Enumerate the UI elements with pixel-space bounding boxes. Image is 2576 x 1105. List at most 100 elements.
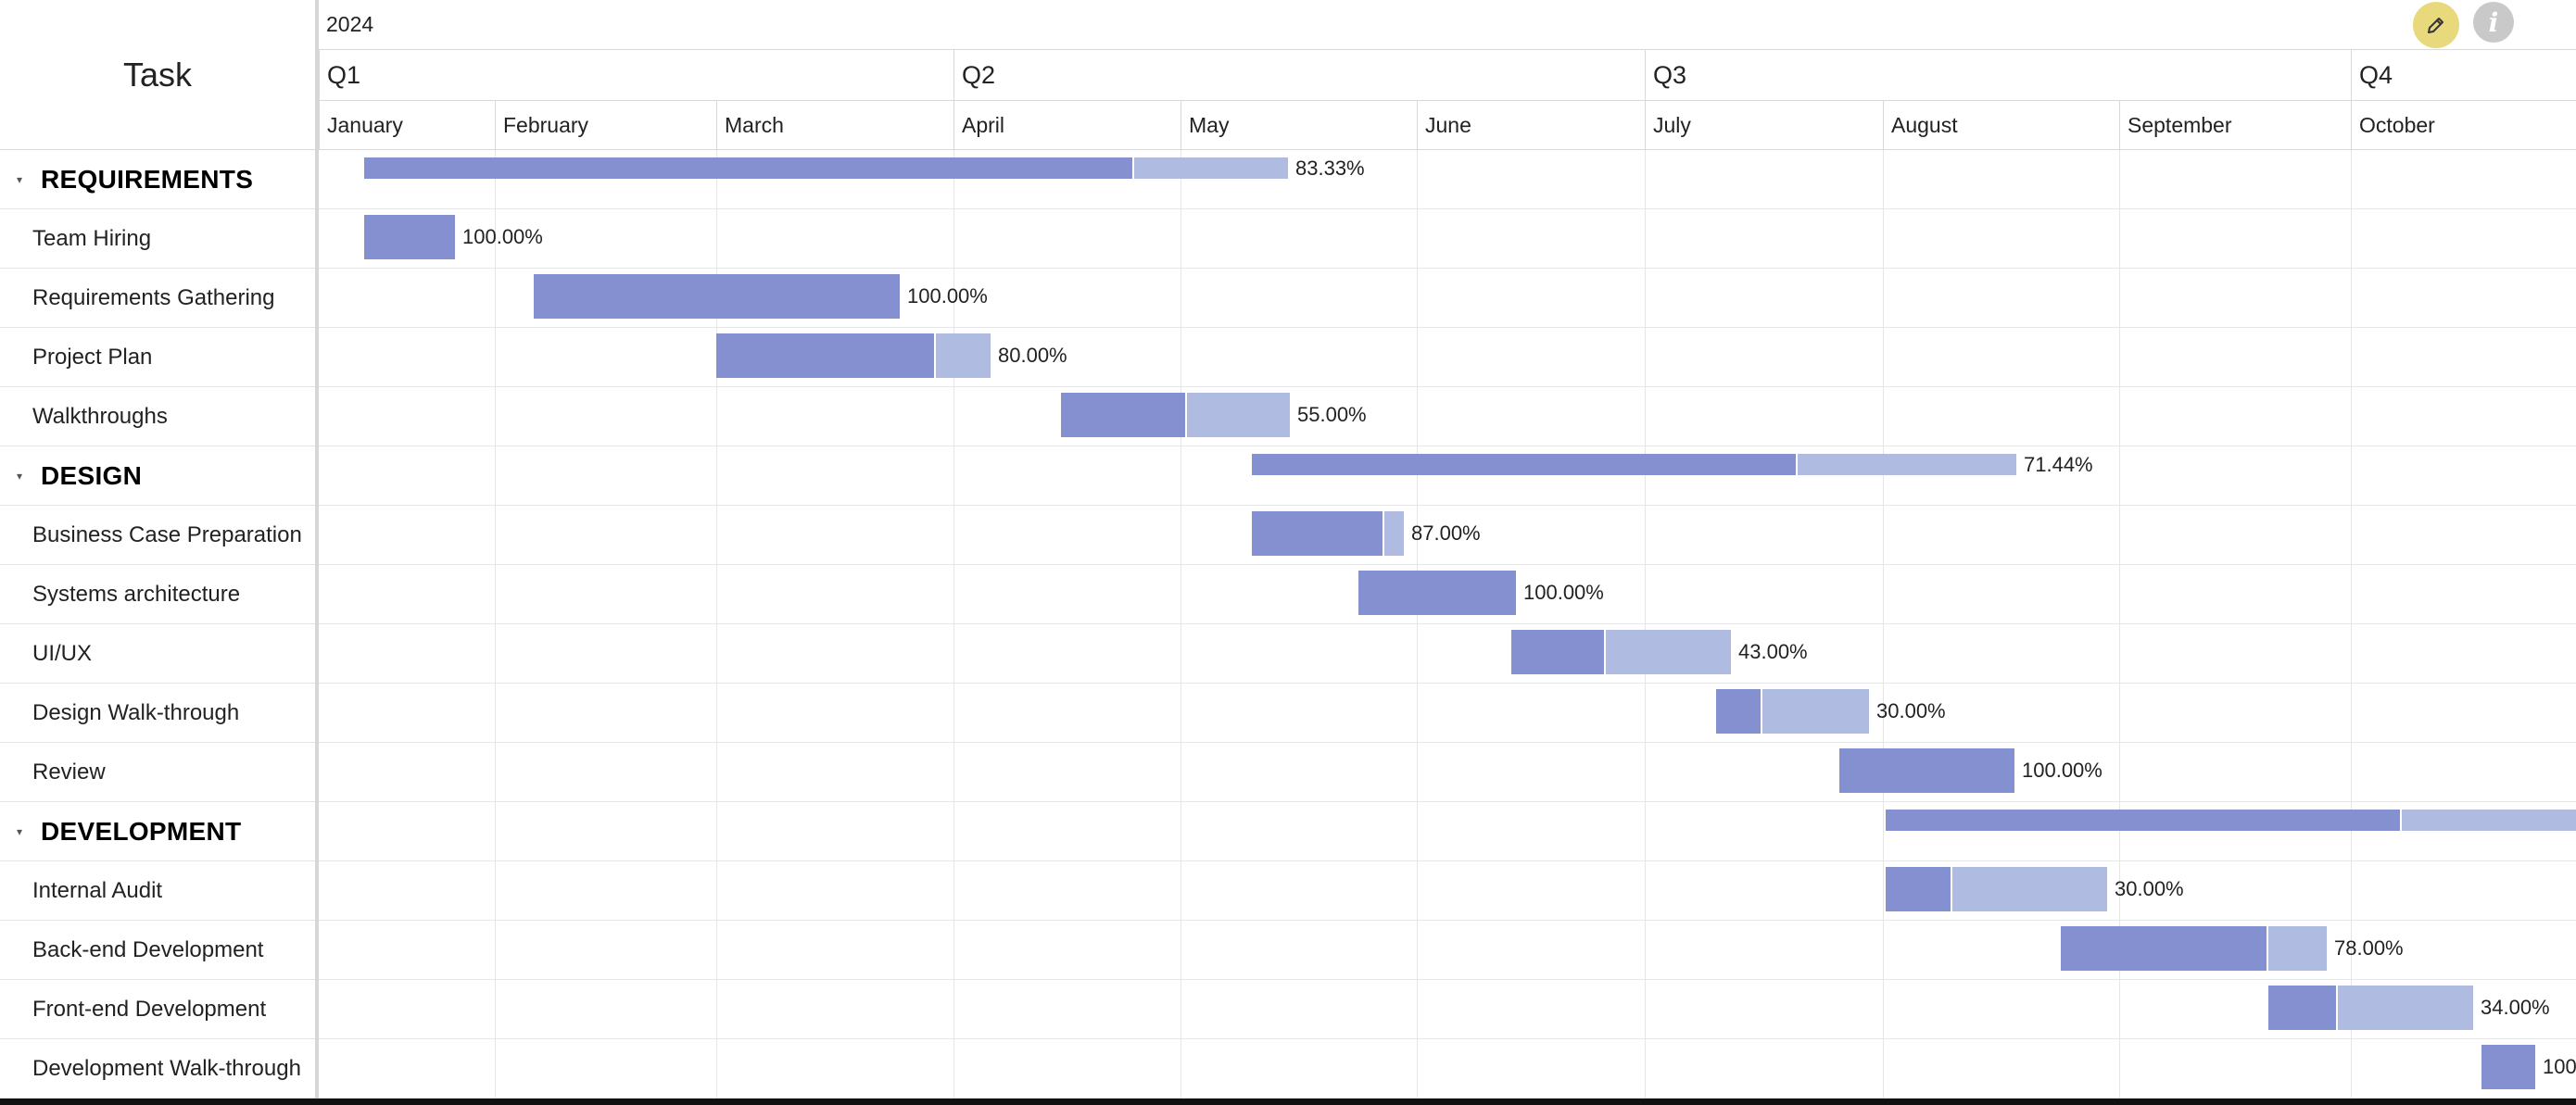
progress-fill: [1061, 393, 1187, 437]
task-label: Development Walk-through: [32, 1055, 301, 1081]
progress-label: 100.00%: [462, 225, 543, 248]
task-bar-back-end-development[interactable]: [2061, 926, 2327, 971]
task-bar-team-hiring[interactable]: [364, 215, 455, 259]
progress-fill: [364, 157, 1134, 179]
task-bar-design-walk-through[interactable]: [1716, 689, 1869, 734]
row-gridline: [319, 801, 2576, 802]
row-gridline: [319, 860, 2576, 861]
row-gridline: [319, 1098, 2576, 1099]
month-header-june: June: [1417, 101, 1645, 150]
task-bar-front-end-development[interactable]: [2268, 986, 2473, 1030]
progress-fill: [1886, 810, 2402, 831]
task-row-front-end-development[interactable]: Front-end Development: [0, 980, 315, 1039]
collapse-toggle-icon[interactable]: ▾: [17, 469, 23, 483]
quarter-header-q3: Q3: [1645, 50, 2351, 101]
progress-label: 100.: [2543, 1055, 2576, 1078]
row-gridline: [319, 564, 2576, 565]
task-column-header[interactable]: Task: [0, 0, 315, 150]
row-gridline: [319, 386, 2576, 387]
collapse-toggle-icon[interactable]: ▾: [17, 172, 23, 186]
task-row-development[interactable]: ▾ DEVELOPMENT: [0, 802, 315, 861]
task-label: DEVELOPMENT: [41, 816, 242, 846]
task-row-business-case-preparation[interactable]: Business Case Preparation: [0, 506, 315, 565]
task-row-development-walk-through[interactable]: Development Walk-through: [0, 1039, 315, 1099]
row-gridline: [319, 979, 2576, 980]
task-label: REQUIREMENTS: [41, 164, 254, 194]
progress-label: 83.33%: [1295, 156, 1365, 180]
quarter-header-q2: Q2: [953, 50, 1645, 101]
task-bar-development-walk-through[interactable]: [2481, 1045, 2535, 1089]
row-gridline: [319, 208, 2576, 209]
month-gridline: [1417, 150, 1418, 1099]
grid-splitter[interactable]: [315, 0, 319, 1099]
edit-button[interactable]: [2413, 2, 2459, 48]
month-header-october: October: [2351, 101, 2576, 150]
task-bar-project-plan[interactable]: [716, 333, 991, 378]
task-row-team-hiring[interactable]: Team Hiring: [0, 209, 315, 269]
month-header-april: April: [953, 101, 1181, 150]
progress-fill: [2061, 926, 2268, 971]
row-gridline: [319, 920, 2576, 921]
month-gridline: [495, 150, 496, 1099]
progress-fill: [716, 333, 936, 378]
timeline-panel: 2024 Q1 Q2 Q3 Q4 January February March April M…: [319, 0, 2576, 1099]
month-header-may: May: [1181, 101, 1417, 150]
task-bar-requirements-gathering[interactable]: [534, 274, 900, 319]
timeline-header: 2024 Q1 Q2 Q3 Q4 January February March April M…: [319, 0, 2576, 150]
progress-label: 71.44%: [2024, 452, 2093, 476]
task-row-design[interactable]: ▾ DESIGN: [0, 446, 315, 506]
task-row-design-walk-through[interactable]: Design Walk-through: [0, 684, 315, 743]
task-row-requirements-gathering[interactable]: Requirements Gathering: [0, 269, 315, 328]
task-row-ui-ux[interactable]: UI/UX: [0, 624, 315, 684]
task-row-back-end-development[interactable]: Back-end Development: [0, 921, 315, 980]
month-gridline: [953, 150, 954, 1099]
task-label: Walkthroughs: [32, 403, 168, 429]
year-header: 2024: [319, 0, 2576, 50]
quarter-header-q4: Q4: [2351, 50, 2576, 101]
task-row-systems-architecture[interactable]: Systems architecture: [0, 565, 315, 624]
task-row-review[interactable]: Review: [0, 743, 315, 802]
summary-bar-development[interactable]: [1886, 810, 2576, 831]
month-gridline: [1645, 150, 1646, 1099]
task-row-requirements[interactable]: ▾ REQUIREMENTS: [0, 150, 315, 209]
task-bar-ui-ux[interactable]: [1511, 630, 1731, 674]
task-label: Internal Audit: [32, 877, 163, 903]
month-header-january: January: [319, 101, 495, 150]
progress-fill: [2268, 986, 2339, 1030]
task-label: Design Walk-through: [32, 699, 240, 725]
task-bar-internal-audit[interactable]: [1886, 867, 2107, 911]
summary-bar-design[interactable]: [1252, 454, 2016, 475]
progress-label: 55.00%: [1297, 403, 1367, 426]
info-icon: i: [2488, 6, 2499, 38]
progress-fill: [2481, 1045, 2535, 1089]
progress-fill: [1511, 630, 1606, 674]
row-gridline: [319, 327, 2576, 328]
task-label: Systems architecture: [32, 581, 241, 607]
summary-bar-requirements[interactable]: [364, 157, 1288, 179]
month-gridline: [2351, 150, 2352, 1099]
pencil-icon: [2428, 18, 2443, 33]
month-header-september: September: [2119, 101, 2351, 150]
progress-label: 100.00%: [907, 284, 988, 308]
task-label: UI/UX: [32, 640, 93, 666]
task-label: Team Hiring: [32, 225, 152, 251]
month-header-july: July: [1645, 101, 1883, 150]
progress-fill: [364, 215, 455, 259]
task-bar-walkthroughs[interactable]: [1061, 393, 1290, 437]
task-row-project-plan[interactable]: Project Plan: [0, 328, 315, 387]
task-row-internal-audit[interactable]: Internal Audit: [0, 861, 315, 921]
month-header-february: February: [495, 101, 716, 150]
row-gridline: [319, 683, 2576, 684]
collapse-toggle-icon[interactable]: ▾: [17, 824, 23, 838]
progress-fill: [534, 274, 900, 319]
task-bar-business-case-preparation[interactable]: [1252, 511, 1404, 556]
progress-fill: [1839, 748, 2014, 793]
info-button[interactable]: i: [2473, 2, 2514, 43]
row-gridline: [319, 623, 2576, 624]
task-label: Business Case Preparation: [32, 521, 302, 547]
progress-fill: [1358, 571, 1516, 615]
task-row-walkthroughs[interactable]: Walkthroughs: [0, 387, 315, 446]
task-bar-review[interactable]: [1839, 748, 2014, 793]
month-header-march: March: [716, 101, 953, 150]
task-bar-systems-architecture[interactable]: [1358, 571, 1516, 615]
